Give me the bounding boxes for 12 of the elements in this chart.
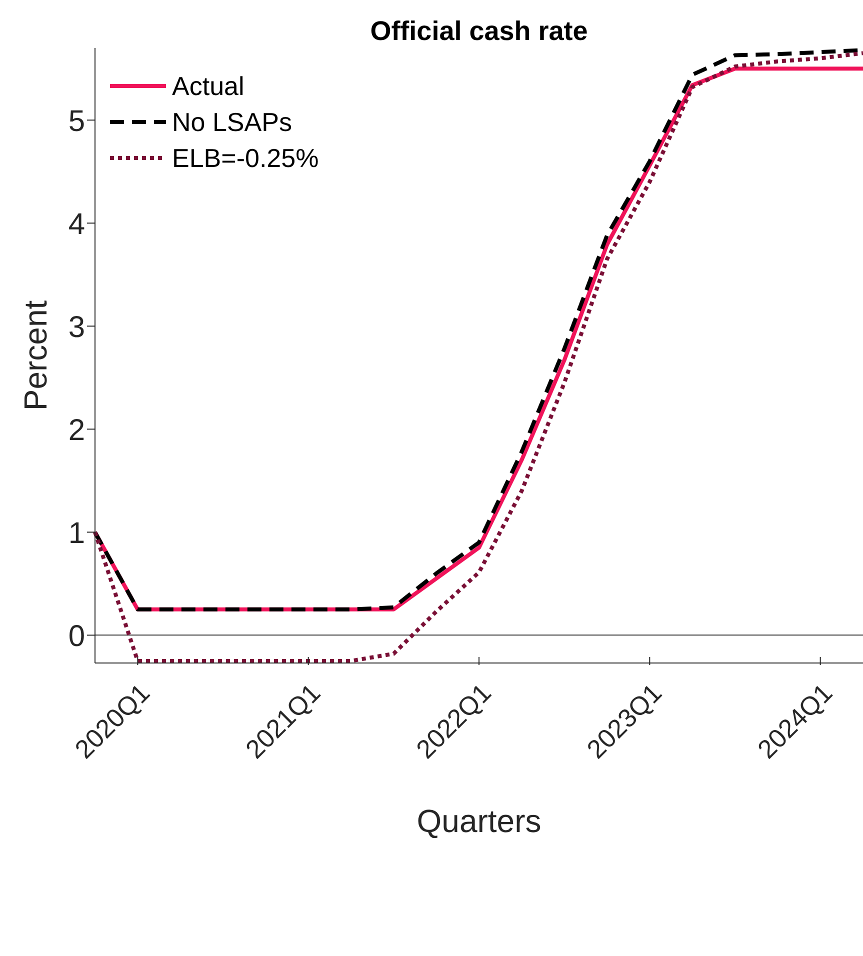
y-tick-label: 4 xyxy=(68,208,85,241)
x-axis-title: Quarters xyxy=(416,803,542,839)
legend-label: ELB=-0.25% xyxy=(172,142,319,174)
y-axis-title: Percent xyxy=(17,300,54,411)
y-tick-label: 0 xyxy=(68,620,85,653)
y-tick-label: 2 xyxy=(68,414,85,447)
chart-title: Official cash rate xyxy=(369,16,589,47)
y-tick-label: 3 xyxy=(68,310,85,344)
legend-label: Actual xyxy=(172,70,244,102)
y-tick-label: 5 xyxy=(68,104,85,138)
legend-label: No LSAPs xyxy=(172,106,292,138)
y-tick-label: 1 xyxy=(68,516,85,550)
